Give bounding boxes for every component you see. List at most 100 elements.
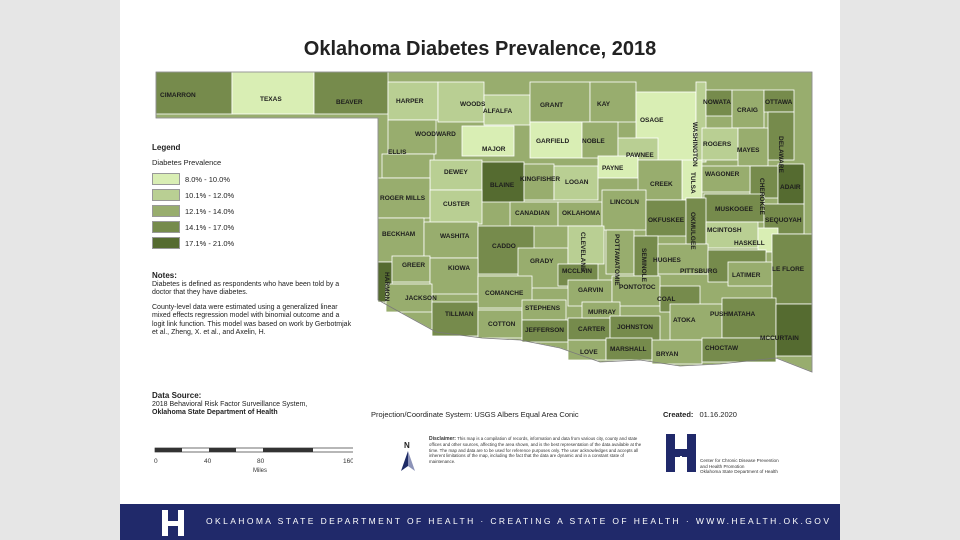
county-le-flore: [771, 233, 813, 305]
county-label: PUSHMATAHA: [710, 311, 756, 318]
county-mayes: [737, 127, 769, 167]
county-label: ATOKA: [673, 317, 696, 324]
county-kiowa: [429, 257, 479, 295]
disclaimer-text: This map is a compilation of records, in…: [429, 436, 642, 464]
county-label: CLEVELAND: [579, 232, 586, 272]
county-hughes: [657, 243, 709, 275]
cdc-line2: and Health Promotion: [700, 463, 745, 469]
county-label: GREER: [402, 262, 425, 269]
disclaimer: Disclaimer: This map is a compilation of…: [429, 436, 651, 464]
county-lincoln: [601, 189, 647, 231]
county-latimer: [727, 261, 773, 287]
county-label: MCCURTAIN: [760, 335, 799, 342]
data-source-line1: 2018 Behavioral Risk Factor Surveillance…: [152, 400, 308, 408]
legend-label: 10.1% - 12.0%: [185, 190, 235, 200]
county-label: CANADIAN: [515, 210, 550, 217]
legend-label: 17.1% - 21.0%: [185, 238, 235, 248]
county-label: CHOCTAW: [705, 345, 739, 352]
legend-title: Legend: [152, 143, 181, 152]
county-label: HARMON: [383, 272, 390, 302]
county-washita: [423, 221, 479, 259]
county-canadian: [509, 201, 559, 227]
legend-label: 14.1% - 17.0%: [185, 222, 235, 232]
county-ellis: [381, 153, 435, 179]
county-label: DEWEY: [444, 169, 469, 176]
notes-definition: Diabetes is defined as respondents who h…: [152, 280, 340, 297]
county-label: OTTAWA: [765, 99, 793, 106]
county-label: ELLIS: [388, 149, 407, 156]
data-source: Data Source: 2018 Behavioral Risk Factor…: [152, 391, 352, 418]
notes-title: Notes:: [152, 271, 177, 280]
county-label: WASHITA: [440, 233, 470, 240]
legend-item: 14.1% - 17.0%: [152, 219, 234, 235]
county-label: WOODS: [460, 101, 486, 108]
county-label: WASHINGTON: [691, 122, 698, 167]
cdc-credit: Center for Chronic Disease Prevention an…: [700, 458, 820, 475]
county-label: NOBLE: [582, 138, 605, 145]
county-beaver: [313, 71, 389, 115]
county-pontotoc: [611, 275, 661, 307]
county-label: OKFUSKEE: [648, 217, 685, 224]
county-label: MAYES: [737, 147, 760, 154]
county-okfuskee: [645, 199, 687, 237]
county-atoka: [669, 303, 723, 341]
county-label: KIOWA: [448, 265, 470, 272]
county-label: KINGFISHER: [520, 176, 560, 183]
county-grant: [529, 81, 591, 123]
county-cherokee: [749, 165, 779, 199]
slide: Oklahoma Diabetes Prevalence, 2018 CIMAR…: [120, 0, 840, 540]
county-murray: [581, 301, 621, 319]
footer-text: OKLAHOMA STATE DEPARTMENT OF HEALTH · CR…: [206, 516, 832, 526]
legend-rows: 8.0% - 10.0% 10.1% - 12.0% 12.1% - 14.0% 14…: [152, 171, 234, 251]
county-rogers: [701, 127, 739, 161]
cdc-line1: Center for Chronic Disease Prevention: [700, 458, 779, 463]
data-source-line2: Oklahoma State Department of Health: [152, 409, 278, 416]
county-nowata: [705, 89, 733, 117]
county-greer: [391, 255, 431, 283]
county-label: WOODWARD: [415, 131, 456, 138]
legend-swatch: [152, 173, 180, 185]
county-label: NOWATA: [703, 99, 731, 106]
created-date: Created: 01.16.2020: [663, 410, 737, 419]
footer-logo-icon: [162, 510, 184, 536]
county-label: MURRAY: [588, 309, 617, 316]
county-woodward: [387, 119, 437, 155]
county-choctaw: [701, 337, 777, 363]
footer-banner: OKLAHOMA STATE DEPARTMENT OF HEALTH · CR…: [120, 504, 840, 540]
county-label: CIMARRON: [160, 92, 196, 99]
county-label: COMANCHE: [485, 290, 524, 297]
county-label: LE FLORE: [772, 266, 805, 273]
county-label: PITTSBURG: [680, 268, 718, 275]
county-label: GARVIN: [578, 287, 603, 294]
map-title: Oklahoma Diabetes Prevalence, 2018: [303, 38, 657, 60]
county-bryan: [651, 339, 703, 365]
county-label: LATIMER: [732, 272, 761, 279]
legend-swatch: [152, 237, 180, 249]
legend: Legend Diabetes Prevalence 8.0% - 10.0% 1…: [152, 143, 234, 251]
county-pottawatomie: [605, 229, 635, 275]
county-label: MCINTOSH: [707, 227, 742, 234]
data-source-title: Data Source:: [152, 391, 202, 400]
state-border: [155, 71, 813, 373]
legend-label: 8.0% - 10.0%: [185, 174, 231, 184]
county-major: [461, 125, 515, 157]
county-label: OKMULGEE: [689, 212, 696, 250]
legend-subtitle: Diabetes Prevalence: [152, 158, 222, 167]
osdh-logo-icon: [666, 434, 696, 472]
projection-text: Projection/Coordinate System: USGS Alber…: [371, 410, 579, 419]
created-label: Created:: [663, 410, 694, 419]
county-label: STEPHENS: [525, 305, 561, 312]
county-oklahoma: [557, 201, 603, 227]
legend-item: 10.1% - 12.0%: [152, 187, 234, 203]
county-label: HUGHES: [653, 257, 681, 264]
legend-item: 12.1% - 14.0%: [152, 203, 234, 219]
county-label: SEMINOLE: [640, 248, 647, 283]
county-label: TEXAS: [260, 96, 282, 103]
legend-swatch: [152, 189, 180, 201]
county-label: MCCLAIN: [562, 268, 592, 275]
legend-swatch: [152, 221, 180, 233]
county-label: PAWNEE: [626, 152, 654, 159]
county-label: JACKSON: [405, 295, 437, 302]
county-tillman: [431, 301, 479, 337]
county-label: MAJOR: [482, 146, 506, 153]
